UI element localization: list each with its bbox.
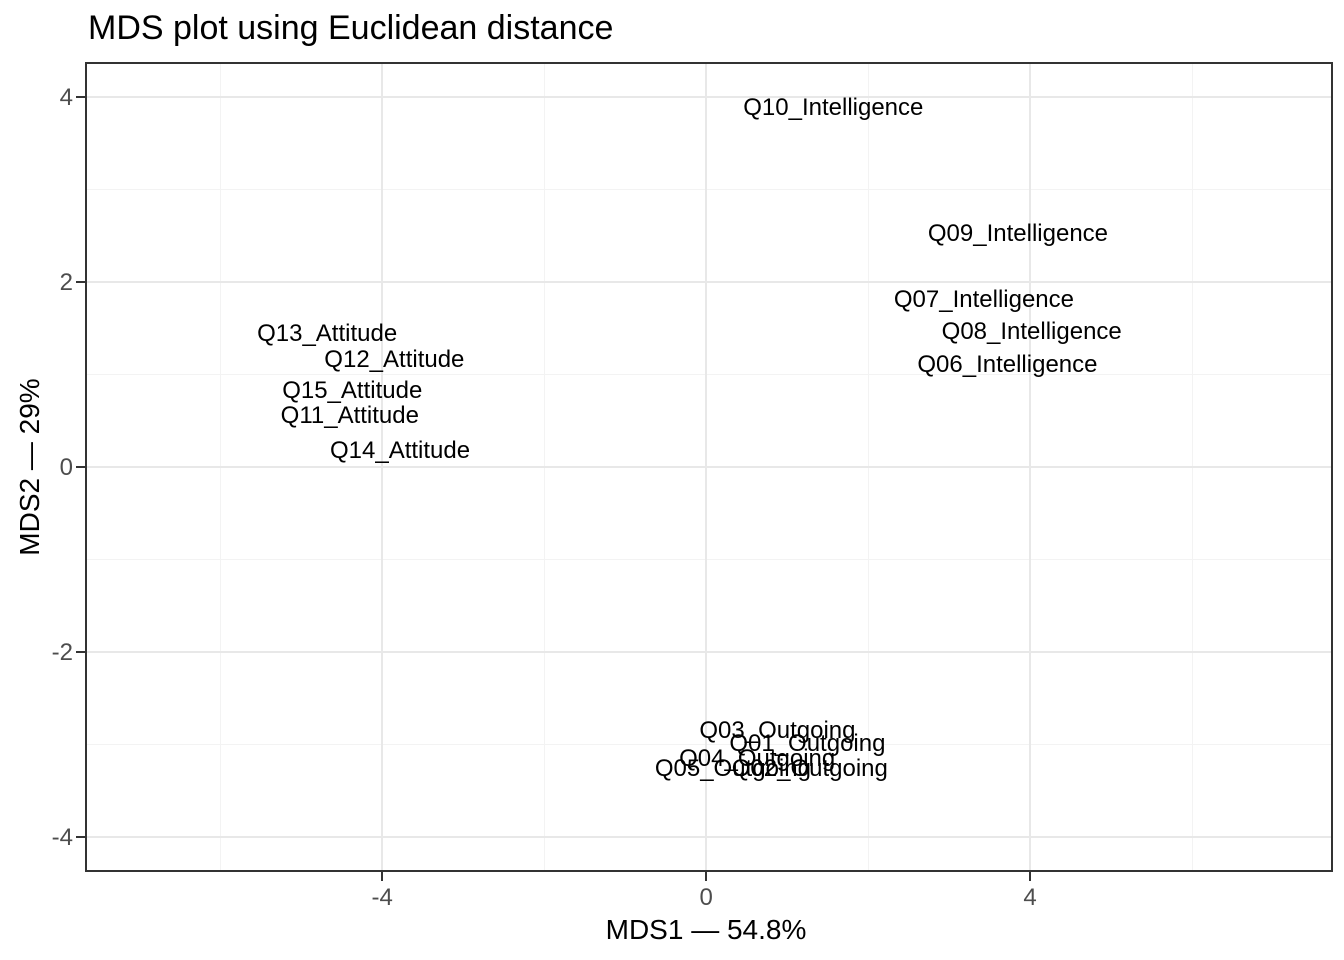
point-label: Q04_Outgoing: [679, 745, 836, 773]
point-label: Q13_Attitude: [257, 319, 398, 347]
y-tick-label: -2: [51, 638, 73, 666]
y-tick-mark: [76, 835, 85, 838]
x-tick-mark: [381, 872, 384, 881]
point-label: Q11_Attitude: [280, 402, 419, 430]
point-label: Q12_Attitude: [324, 345, 465, 373]
point-label: Q09_Intelligence: [927, 219, 1109, 247]
grid-minor-horizontal: [85, 189, 1333, 191]
point-label: Q02_Outgoing: [731, 755, 888, 783]
plot-panel: Q10_Intelligence Q09_Intelligence Q07_Inte…: [85, 62, 1333, 872]
point-label: Q10_Intelligence: [743, 94, 924, 122]
point-label: Q03_Outgoing: [699, 716, 856, 744]
point-label: Q06_Intelligence: [917, 351, 1098, 379]
grid-major-horizontal: [85, 835, 1333, 838]
x-tick-mark: [705, 872, 708, 881]
grid-major-horizontal: [85, 466, 1333, 468]
y-tick-mark: [76, 650, 85, 653]
y-tick-label: 4: [59, 84, 73, 112]
y-tick-label: -4: [51, 823, 73, 851]
x-axis-title: MDS1 — 54.8%: [605, 914, 807, 945]
x-tick-label: -4: [371, 884, 393, 911]
x-tick-label: 0: [699, 884, 713, 911]
y-tick-label: 2: [59, 269, 73, 297]
x-tick-label: 4: [1023, 884, 1037, 911]
point-label: Q07_Intelligence: [893, 285, 1075, 313]
y-axis-title: MDS2 — 29%: [14, 378, 45, 556]
point-label: Q14_Attitude: [329, 437, 471, 465]
grid-major-horizontal: [85, 96, 1333, 99]
point-label: Q05_Outgoing: [654, 755, 811, 783]
point-label: Q01_Outgoing: [729, 730, 886, 758]
plot-title: MDS plot using Euclidean distance: [88, 9, 614, 47]
y-tick-mark: [76, 466, 85, 468]
grid-major-horizontal: [85, 281, 1333, 284]
point-label: Q15_Attitude: [282, 377, 423, 405]
grid-minor-horizontal: [85, 743, 1333, 745]
grid-minor-horizontal: [85, 558, 1333, 560]
y-tick-label: 0: [59, 454, 73, 481]
x-tick-mark: [1029, 872, 1032, 881]
grid-minor-horizontal: [85, 374, 1333, 376]
y-tick-mark: [76, 281, 85, 284]
y-tick-mark: [76, 96, 85, 99]
grid-major-horizontal: [85, 650, 1333, 653]
point-label: Q08_Intelligence: [941, 318, 1122, 345]
